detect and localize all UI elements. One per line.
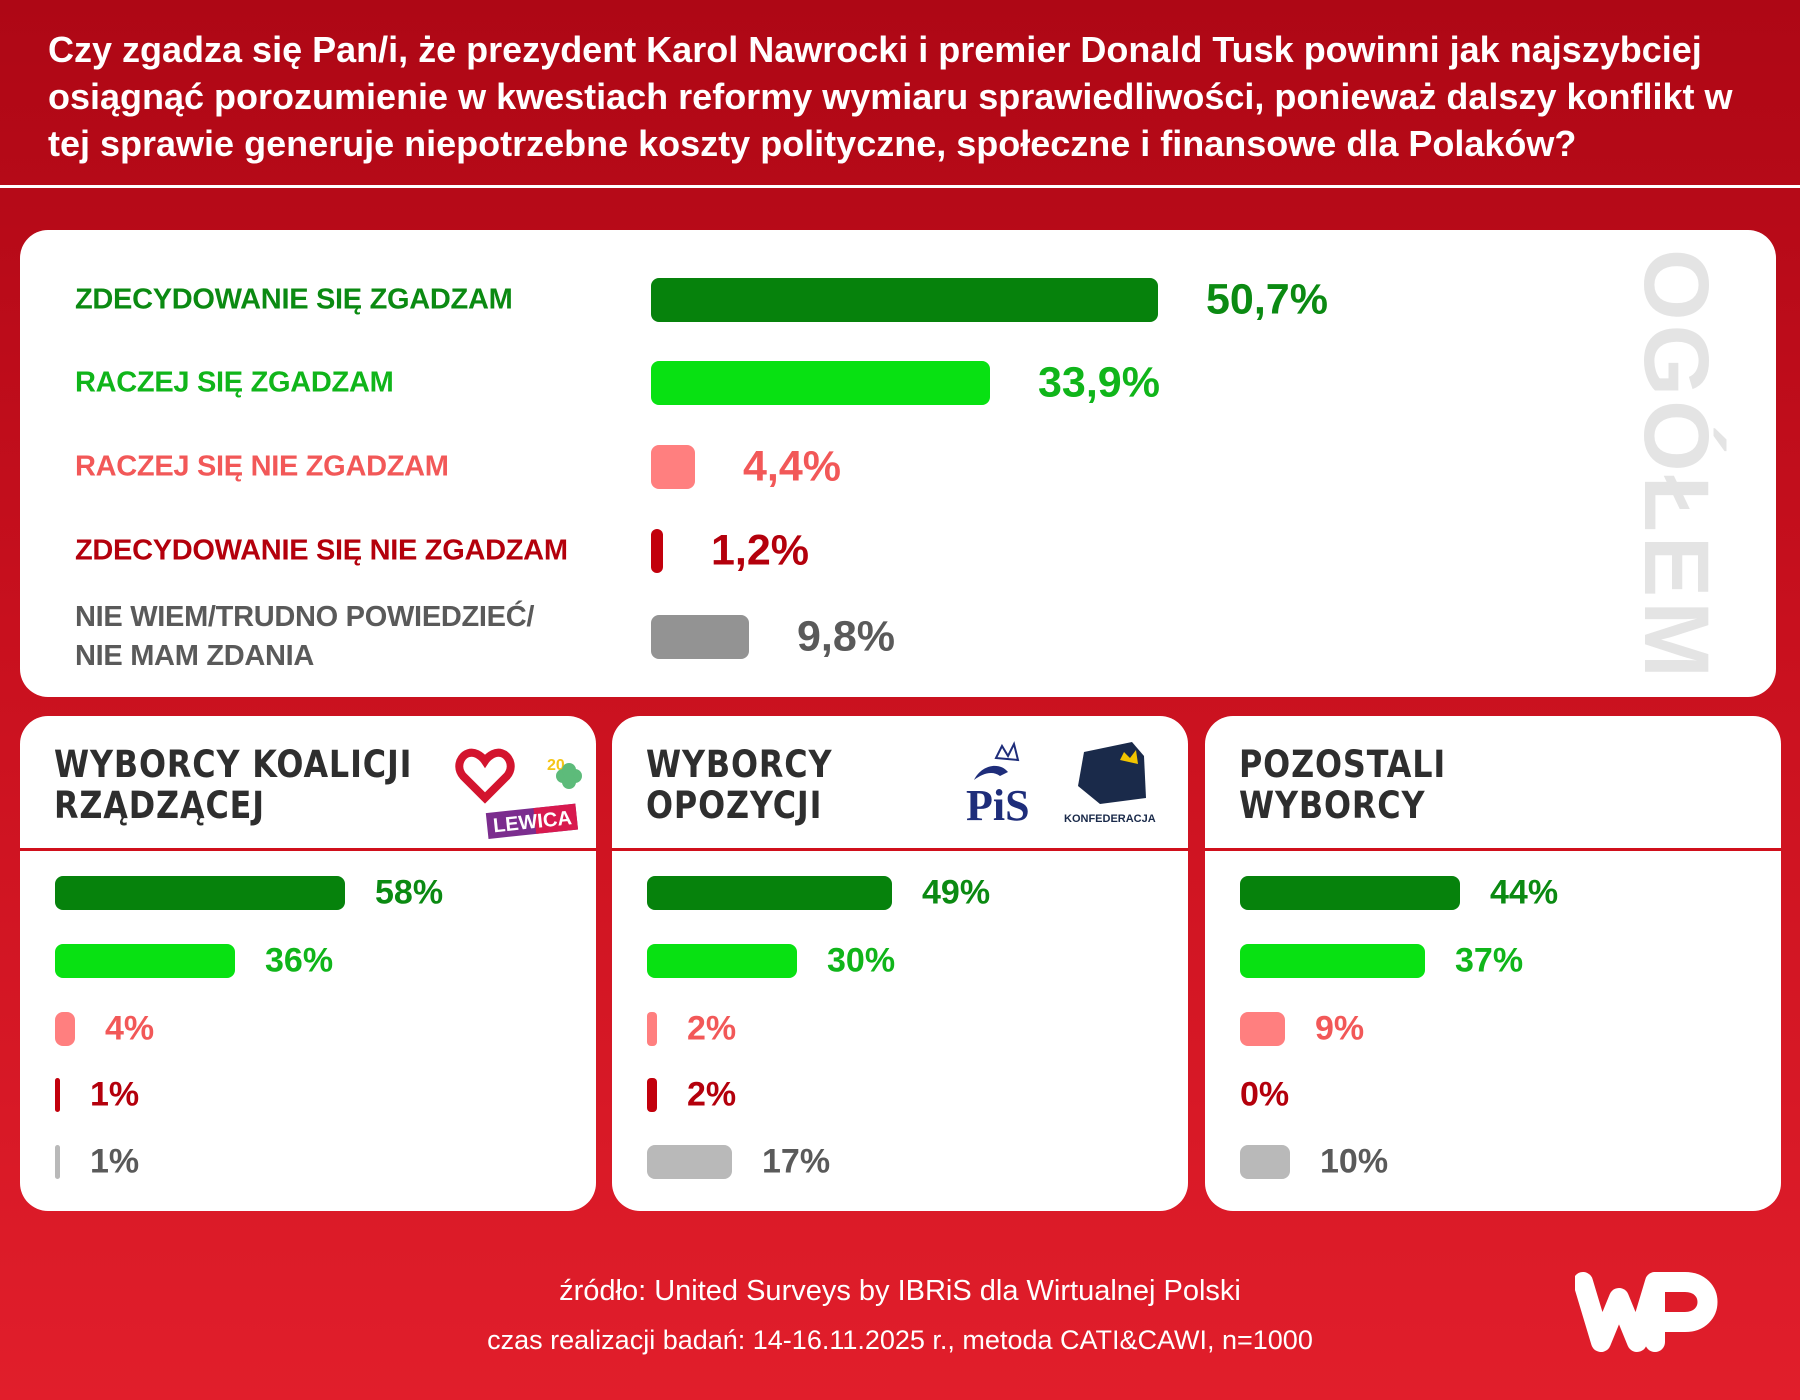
overall-row: ZDECYDOWANIE SIĘ NIE ZGADZAM 1,2% bbox=[20, 521, 1420, 581]
bar bbox=[651, 278, 1158, 322]
coalition-card: WYBORCY KOALICJI RZĄDZĄCEJ 20 LEWICA 58%… bbox=[20, 716, 596, 1211]
overall-row: RACZEJ SIĘ ZGADZAM 33,9% bbox=[20, 353, 1420, 413]
source-text: źródło: United Surveys by IBRiS dla Wirt… bbox=[559, 1275, 1241, 1307]
value-label: 9,8% bbox=[797, 612, 896, 661]
opposition-card: WYBORCY OPOZYCJI PiS KONFEDERACJA 49% 30%… bbox=[612, 716, 1188, 1211]
bar bbox=[647, 944, 797, 978]
overall-row: ZDECYDOWANIE SIĘ ZGADZAM 50,7% bbox=[20, 270, 1420, 330]
value-label: 1% bbox=[90, 1142, 140, 1181]
value-label: 49% bbox=[922, 873, 991, 912]
bar bbox=[1240, 1012, 1285, 1046]
bar bbox=[651, 529, 663, 573]
others-card: POZOSTALI WYBORCY 44% 37% 9% 0% 10% bbox=[1205, 716, 1781, 1211]
value-label: 33,9% bbox=[1038, 358, 1160, 407]
overall-row: RACZEJ SIĘ NIE ZGADZAM 4,4% bbox=[20, 437, 1420, 497]
value-label: 1,2% bbox=[711, 526, 810, 575]
svg-text:KONFEDERACJA: KONFEDERACJA bbox=[1064, 813, 1156, 825]
coalition-title: WYBORCY KOALICJI RZĄDZĄCEJ bbox=[54, 743, 413, 827]
bar bbox=[651, 615, 749, 659]
bar bbox=[55, 944, 235, 978]
overall-row: NIE WIEM/TRUDNO POWIEDZIEĆ/ NIE MAM ZDAN… bbox=[20, 601, 1420, 672]
overall-chart-card: OGÓŁEM ZDECYDOWANIE SIĘ ZGADZAM 50,7% RACZ… bbox=[20, 230, 1776, 697]
overall-vertical-title: OGÓŁEM bbox=[1624, 248, 1727, 682]
category-label: RACZEJ SIĘ NIE ZGADZAM bbox=[75, 450, 449, 483]
category-label: ZDECYDOWANIE SIĘ NIE ZGADZAM bbox=[75, 534, 568, 567]
value-label: 37% bbox=[1455, 941, 1524, 980]
question-title: Czy zgadza się Pan/i, że prezydent Karol… bbox=[48, 29, 1733, 164]
value-label: 10% bbox=[1320, 1142, 1389, 1181]
clover-icon bbox=[556, 763, 582, 789]
bar bbox=[55, 1012, 75, 1046]
bar bbox=[647, 1078, 657, 1112]
opposition-logos: PiS KONFEDERACJA bbox=[966, 741, 1156, 830]
bar bbox=[651, 361, 990, 405]
value-label: 50,7% bbox=[1206, 275, 1328, 324]
coalition-logos: 20 LEWICA bbox=[455, 748, 582, 839]
value-label: 0% bbox=[1240, 1075, 1290, 1114]
bar bbox=[1240, 876, 1460, 910]
coalition-divider bbox=[20, 848, 596, 851]
bar bbox=[647, 1012, 657, 1046]
wp-logo-icon bbox=[1575, 1272, 1718, 1352]
pis-eagle-icon bbox=[974, 765, 1008, 780]
category-label: ZDECYDOWANIE SIĘ ZGADZAM bbox=[75, 283, 513, 316]
value-label: 2% bbox=[687, 1075, 737, 1114]
bar bbox=[1240, 944, 1425, 978]
opposition-divider bbox=[612, 848, 1188, 851]
value-label: 4,4% bbox=[743, 442, 842, 491]
value-label: 2% bbox=[687, 1009, 737, 1048]
bar bbox=[55, 876, 345, 910]
header-divider bbox=[0, 185, 1800, 188]
method-text: czas realizacji badań: 14-16.11.2025 r.,… bbox=[487, 1325, 1313, 1355]
bar bbox=[55, 1078, 60, 1112]
others-divider bbox=[1205, 848, 1781, 851]
bar bbox=[55, 1145, 60, 1179]
bar bbox=[647, 1145, 732, 1179]
value-label: 58% bbox=[375, 873, 444, 912]
value-label: 1% bbox=[90, 1075, 140, 1114]
svg-text:PiS: PiS bbox=[966, 781, 1030, 830]
value-label: 9% bbox=[1315, 1009, 1365, 1048]
value-label: 4% bbox=[105, 1009, 155, 1048]
others-title: POZOSTALI WYBORCY bbox=[1239, 743, 1447, 827]
wp-logo bbox=[1575, 1272, 1718, 1352]
value-label: 36% bbox=[265, 941, 334, 980]
bar bbox=[1240, 1145, 1290, 1179]
bar bbox=[651, 445, 695, 489]
category-label: RACZEJ SIĘ ZGADZAM bbox=[75, 366, 394, 399]
crown-icon bbox=[994, 741, 1020, 762]
value-label: 30% bbox=[827, 941, 896, 980]
category-label: NIE WIEM/TRUDNO POWIEDZIEĆ/ NIE MAM ZDAN… bbox=[75, 601, 535, 672]
opposition-title: WYBORCY OPOZYCJI bbox=[646, 743, 833, 827]
bar bbox=[647, 876, 892, 910]
value-label: 44% bbox=[1490, 873, 1559, 912]
heart-logo-icon bbox=[455, 748, 515, 804]
value-label: 17% bbox=[762, 1142, 831, 1181]
